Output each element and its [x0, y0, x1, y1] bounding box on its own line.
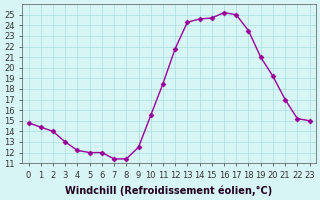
X-axis label: Windchill (Refroidissement éolien,°C): Windchill (Refroidissement éolien,°C): [65, 185, 273, 196]
